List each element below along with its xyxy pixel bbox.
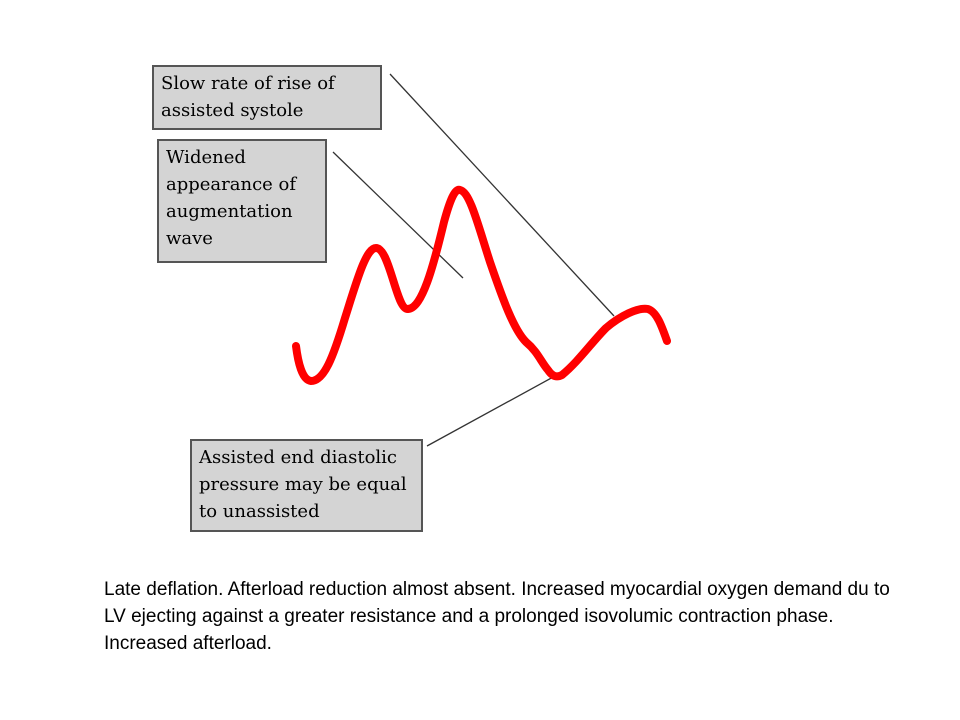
leader-line-slow-rise [389,73,615,317]
label-assisted-end-diastolic: Assisted end diastolic pressure may be e… [190,439,423,532]
leader-line-end-diastolic [426,375,556,447]
leader-line-widened [332,151,464,279]
balloon-pump-waveform [292,185,671,385]
label-slow-rate-of-rise: Slow rate of rise of assisted systole [152,65,382,130]
caption-text: Late deflation. Afterload reduction almo… [104,579,890,654]
label-widened-augmentation: Widened appearance of augmentation wave [157,139,327,263]
